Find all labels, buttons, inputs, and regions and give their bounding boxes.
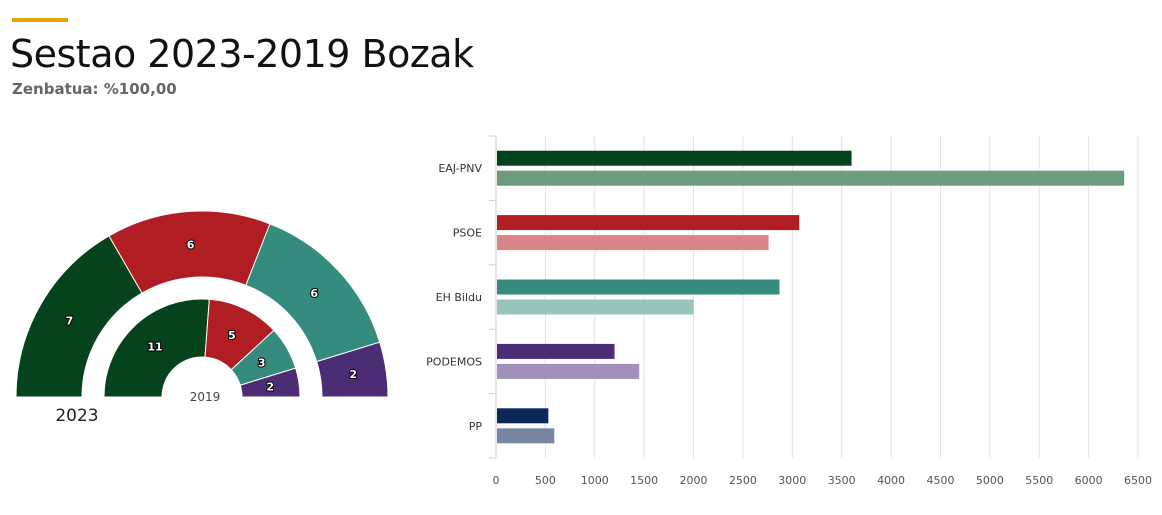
bar-podemos-series-1[interactable] [497, 343, 615, 359]
seat-label-2023-psoe: 6 [187, 238, 195, 251]
page-title: Sestao 2023-2019 Bozak [10, 32, 474, 76]
seat-label-2019-podemos: 2 [266, 381, 274, 394]
ring-label-2023: 2023 [55, 406, 98, 426]
bar-psoe-series-2[interactable] [497, 235, 769, 251]
bar-pp-series-1[interactable] [497, 408, 549, 424]
x-tick-label: 3500 [828, 474, 856, 487]
x-tick-label: 0 [493, 474, 500, 487]
y-category-label-pp: PP [469, 420, 483, 433]
seat-label-2023-podemos: 2 [349, 368, 357, 381]
seat-slice-2019-eaj-pnv[interactable] [103, 298, 210, 398]
title-accent-bar [12, 18, 68, 22]
seat-label-2023-eaj-pnv: 7 [66, 315, 74, 328]
bar-pp-series-2[interactable] [497, 428, 555, 444]
bar-podemos-series-2[interactable] [497, 363, 640, 379]
y-category-label-psoe: PSOE [453, 227, 482, 240]
seat-label-2023-eh-bildu: 6 [310, 287, 318, 300]
x-tick-label: 2000 [680, 474, 708, 487]
seat-label-2019-psoe: 5 [228, 329, 236, 342]
x-tick-label: 4000 [877, 474, 905, 487]
x-tick-label: 500 [535, 474, 556, 487]
bar-eh-bildu-series-2[interactable] [497, 299, 694, 315]
bar-psoe-series-1[interactable] [497, 215, 800, 231]
x-tick-label: 2500 [729, 474, 757, 487]
bar-eaj-pnv-series-1[interactable] [497, 150, 852, 166]
votes-bar-chart: 0 500 1000 1500 2000 2500 3000 3500 4000 4500 5000… [426, 135, 1152, 487]
seat-label-2019-eaj-pnv: 11 [147, 340, 162, 353]
x-tick-label: 4500 [926, 474, 954, 487]
x-tick-label: 1000 [581, 474, 609, 487]
y-category-label-podemos: PODEMOS [426, 355, 482, 368]
x-tick-label: 6500 [1124, 474, 1152, 487]
x-tick-label: 5500 [1025, 474, 1053, 487]
y-category-label-eh-bildu: EH Bildu [436, 291, 482, 304]
bar-eaj-pnv-series-2[interactable] [497, 170, 1125, 186]
x-tick-label: 3000 [778, 474, 806, 487]
x-tick-label: 1500 [630, 474, 658, 487]
seat-slice-2023-podemos[interactable] [316, 341, 389, 398]
y-category-label-eaj-pnv: EAJ-PNV [438, 162, 482, 175]
ring-label-2019: 2019 [190, 390, 221, 404]
seat-slice-2019-podemos[interactable] [239, 367, 301, 398]
bar-eh-bildu-series-1[interactable] [497, 279, 780, 295]
count-status: Zenbatua: %100,00 [12, 80, 177, 98]
x-tick-label: 5000 [976, 474, 1004, 487]
x-tick-label: 6000 [1075, 474, 1103, 487]
seat-label-2019-eh-bildu: 3 [258, 357, 266, 370]
